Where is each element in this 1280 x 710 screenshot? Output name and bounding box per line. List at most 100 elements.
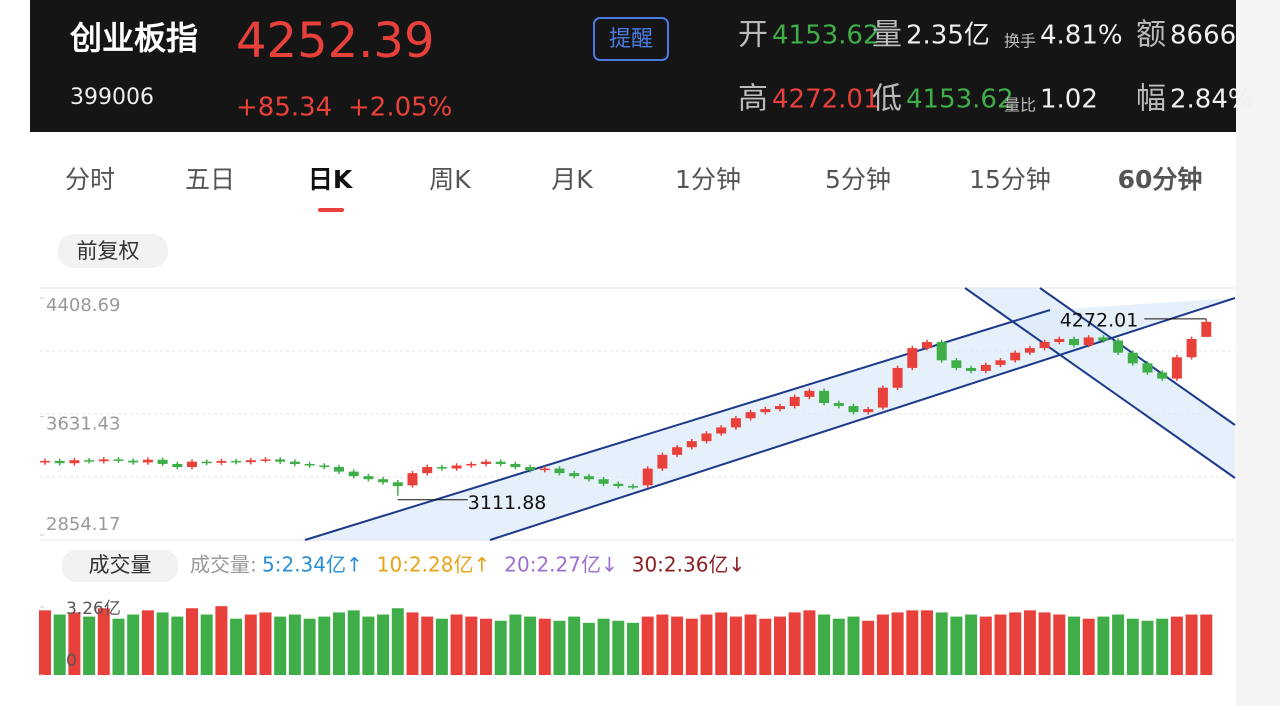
- stat-label: 低: [872, 82, 902, 117]
- volume-bar: [774, 616, 786, 675]
- volume-bar: [876, 614, 889, 675]
- candle-body: [686, 441, 697, 448]
- candle-body: [701, 433, 712, 442]
- candle-body: [334, 467, 344, 472]
- candle-body: [569, 473, 580, 477]
- volume-chip: [62, 550, 178, 582]
- tab[interactable]: 分时: [65, 165, 115, 194]
- volume-bar: [612, 620, 625, 675]
- volume-bar: [465, 616, 478, 675]
- candle-body: [730, 418, 741, 428]
- candle-body: [554, 468, 565, 474]
- candle-body: [951, 360, 962, 368]
- candle-body: [392, 482, 403, 487]
- alert-button[interactable]: [593, 17, 669, 61]
- volume-bar: [53, 614, 66, 675]
- volume-bar: [627, 622, 639, 675]
- tab[interactable]: 1分钟: [675, 165, 741, 194]
- volume-bar: [318, 616, 331, 675]
- volume-tick-label: 0: [66, 651, 77, 671]
- candle-body: [583, 476, 594, 480]
- volume-bar: [303, 618, 316, 675]
- volume-ma: 30:2.36亿↓: [632, 553, 745, 577]
- volume-bar: [230, 618, 243, 675]
- annotation: 3111.88: [468, 492, 547, 514]
- volume-bar: [582, 622, 595, 675]
- stat-value: 4272.01: [772, 85, 880, 115]
- candle-body: [980, 364, 991, 371]
- volume-bar: [406, 612, 419, 675]
- stat-label: 幅: [1136, 82, 1166, 117]
- volume-bar: [1009, 612, 1022, 675]
- candle-body: [789, 396, 800, 407]
- candle-body: [157, 459, 168, 464]
- candle-body: [451, 465, 462, 469]
- candle-body: [1127, 352, 1138, 364]
- candle-body: [936, 342, 947, 361]
- alert-label[interactable]: 提醒: [609, 27, 653, 52]
- candle-body: [54, 460, 65, 464]
- candle-body: [319, 465, 330, 468]
- candle-body: [716, 427, 727, 434]
- candle-body: [1098, 337, 1109, 341]
- volume-ma: 5:2.34亿↑: [262, 553, 363, 577]
- candle-body: [216, 460, 227, 463]
- stat-label: 量: [872, 18, 902, 53]
- tab[interactable]: 月K: [551, 165, 593, 194]
- volume-bar: [83, 616, 96, 675]
- candle-body: [481, 461, 491, 464]
- volume-bar: [1082, 618, 1095, 675]
- candle-body: [304, 463, 315, 466]
- stat-label: 量比: [1004, 96, 1036, 115]
- candle-body: [672, 447, 683, 455]
- volume-bar: [480, 618, 492, 675]
- annotation: 4272.01: [1060, 309, 1139, 331]
- volume-bar: [700, 614, 713, 675]
- candle-body: [613, 483, 624, 487]
- volume-bar: [744, 614, 757, 675]
- volume-bar: [759, 618, 772, 675]
- side-strip: [1236, 0, 1280, 706]
- candle-body: [1054, 338, 1065, 343]
- adjust-chip[interactable]: [58, 234, 168, 268]
- volume-bar: [847, 616, 860, 675]
- tab[interactable]: 周K: [429, 165, 471, 194]
- volume-bar: [1156, 618, 1169, 675]
- tab[interactable]: 5分钟: [825, 165, 891, 194]
- candle-body: [907, 348, 918, 368]
- candle-body: [995, 360, 1006, 365]
- volume-bar: [906, 610, 919, 675]
- volume-bar: [553, 620, 566, 675]
- volume-bar: [891, 612, 904, 675]
- tab[interactable]: 日K: [308, 165, 354, 194]
- candle-body: [922, 342, 932, 349]
- tab-indicator: [318, 208, 344, 212]
- stat-label: 高: [738, 82, 768, 117]
- stat-value: 4153.62: [906, 85, 1014, 115]
- index-code: 399006: [70, 85, 154, 110]
- tab[interactable]: 五日: [185, 165, 235, 194]
- candle-body: [877, 387, 888, 408]
- volume-bar: [259, 612, 272, 675]
- volume-bar: [1185, 614, 1198, 675]
- adjust-label[interactable]: 前复权: [77, 239, 140, 263]
- candle-body: [466, 463, 477, 466]
- volume-legend-label: 成交量:: [190, 553, 257, 577]
- volume-bar: [1038, 612, 1051, 675]
- tab[interactable]: 15分钟: [969, 165, 1051, 194]
- volume-bar: [965, 614, 978, 675]
- stat-value: 2.84%: [1170, 85, 1253, 115]
- price: 4252.39: [236, 13, 435, 69]
- candle-body: [1171, 357, 1182, 379]
- tab[interactable]: 60分钟: [1118, 165, 1203, 194]
- candle-body: [848, 406, 859, 413]
- stat-label: 开: [738, 18, 768, 53]
- volume-bar: [979, 616, 992, 675]
- stat-value: 8666: [1170, 21, 1236, 51]
- candle-body: [642, 468, 653, 486]
- volume-bar: [509, 614, 522, 675]
- candle-body: [1201, 321, 1212, 337]
- candle-body: [187, 461, 197, 468]
- candle-body: [84, 460, 95, 462]
- volume-bar: [97, 608, 110, 675]
